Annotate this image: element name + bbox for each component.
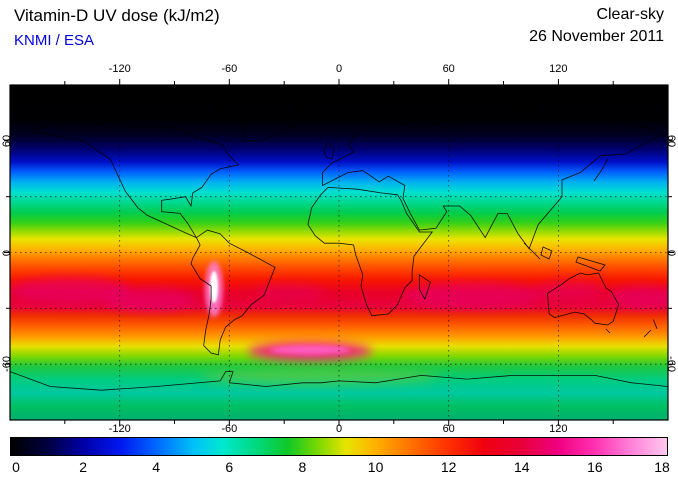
colorbar-tick-label: 6 — [225, 459, 234, 475]
chart-title: Vitamin-D UV dose (kJ/m2) — [14, 6, 220, 25]
graticule — [10, 85, 668, 420]
lon-tick-label-top: 60 — [442, 63, 455, 75]
colorbar-tick-label: 8 — [298, 459, 307, 475]
condition-label: Clear-sky — [596, 6, 664, 23]
andes-maximum-spot — [205, 261, 223, 317]
lon-tick-label-top: -60 — [221, 63, 238, 75]
world-uv-heatmap — [4, 79, 674, 426]
colorbar-tick-label: 10 — [367, 459, 384, 475]
lon-tick-label-bottom: 60 — [442, 423, 455, 435]
map-frame-and-ticks — [4, 79, 674, 426]
subtropical-magenta-patches — [10, 277, 668, 312]
credit-text: KNMI / ESA — [14, 32, 95, 49]
lon-tick-label-top: 0 — [335, 63, 343, 75]
date-label: 26 November 2011 — [529, 28, 664, 45]
colorbar-tick-label: 16 — [587, 459, 603, 475]
lon-tick-label-bottom: 0 — [335, 423, 343, 435]
colorbar-tick-label: 12 — [440, 459, 457, 475]
lon-tick-label-bottom: -120 — [108, 423, 131, 435]
colorbar — [10, 437, 668, 456]
map-area — [4, 79, 674, 426]
coastlines — [10, 99, 668, 391]
colorbar-tick-label: 2 — [79, 459, 87, 475]
lon-tick-label-bottom: -60 — [221, 423, 238, 435]
colorbar-tick-label: 4 — [152, 459, 161, 475]
colorbar-tick-label: 18 — [654, 459, 670, 475]
lon-tick-label-top: 120 — [549, 63, 568, 75]
colorbar-tick-label: 14 — [514, 459, 530, 475]
lon-tick-label-bottom: 120 — [549, 423, 568, 435]
antarctic-coastal-band — [200, 369, 440, 385]
lon-tick-label-top: -120 — [108, 63, 131, 75]
southern-ocean-streak — [248, 342, 372, 360]
colorbar-tick-label: 0 — [12, 459, 20, 475]
